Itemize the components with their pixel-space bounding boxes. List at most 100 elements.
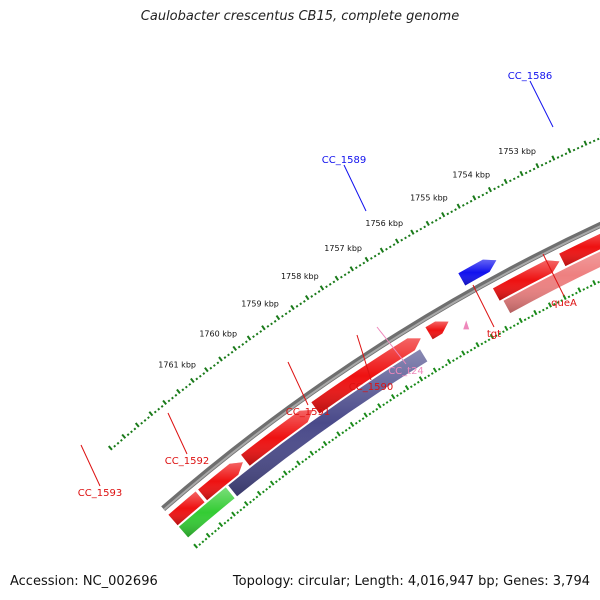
gene-label[interactable]: CC_1592	[165, 456, 209, 467]
outer-tick	[441, 212, 446, 218]
outer-tick	[140, 421, 144, 425]
outer-tick	[153, 410, 157, 414]
inner-tick	[586, 286, 589, 289]
gene-green-band[interactable]	[178, 487, 235, 538]
inner-tick	[399, 392, 403, 395]
inner-tick	[518, 317, 523, 324]
outer-tick	[302, 299, 306, 303]
inner-tick	[541, 308, 545, 312]
trna-cc-t24[interactable]	[463, 320, 470, 330]
outer-tick	[273, 319, 277, 323]
inner-tick	[193, 543, 199, 549]
outer-tick	[167, 399, 171, 403]
gene-cc1593[interactable]	[198, 462, 243, 501]
inner-tick	[354, 421, 358, 425]
inner-tick	[389, 398, 392, 402]
inner-tick	[416, 380, 420, 384]
inner-tick	[331, 438, 335, 442]
outer-tick	[209, 366, 213, 370]
outer-tick	[212, 364, 216, 367]
gene-label[interactable]: queA	[551, 298, 577, 309]
gene-cc1589[interactable]	[458, 259, 497, 286]
inner-tick	[204, 537, 208, 541]
outer-tick	[107, 445, 113, 451]
inner-tick	[547, 302, 552, 308]
inner-tick	[413, 383, 417, 386]
inner-tick	[489, 333, 494, 340]
outer-tick	[160, 405, 164, 408]
gene-cc1590-shade	[425, 321, 449, 340]
outer-tick	[134, 422, 140, 428]
outer-tick	[195, 377, 199, 381]
gene-cc1591[interactable]	[311, 338, 421, 414]
outer-tick	[508, 179, 512, 183]
outer-tick	[461, 204, 465, 207]
inner-tick	[249, 500, 252, 504]
gene-label[interactable]: CC_t24	[388, 366, 424, 377]
outer-tick	[358, 263, 362, 267]
inner-tick	[480, 342, 484, 346]
inner-tick	[469, 348, 473, 352]
gene-features[interactable]	[161, 157, 600, 538]
gene-cc1594[interactable]	[168, 491, 205, 526]
gene-cc1590[interactable]	[425, 321, 449, 340]
outer-tick	[237, 345, 241, 349]
outer-tick	[255, 332, 259, 336]
gene-tgt[interactable]	[492, 260, 560, 301]
kbp-label: 1757 kbp	[324, 244, 362, 253]
outer-tick	[423, 225, 427, 229]
outer-tick	[113, 444, 117, 448]
outer-tick	[290, 304, 295, 311]
gene-label[interactable]: CC_1590	[349, 382, 393, 393]
gene-label[interactable]: CC_1589	[322, 155, 366, 166]
gene-quea[interactable]	[559, 228, 600, 267]
outer-tick	[121, 433, 127, 439]
outer-tick	[430, 221, 434, 224]
outer-tick	[583, 140, 588, 146]
outer-tick	[497, 185, 500, 189]
gene-tgt-pink[interactable]	[503, 238, 600, 314]
inner-tick	[371, 410, 375, 414]
inner-tick	[592, 279, 597, 286]
gene-label[interactable]: CC_1586	[508, 71, 552, 82]
gene-reverse-band[interactable]	[228, 349, 428, 497]
inner-tick	[377, 403, 382, 409]
inner-tick	[304, 457, 308, 461]
label-leader-line	[287, 361, 309, 406]
gene-label[interactable]: CC_1591	[286, 407, 330, 418]
outer-tick	[576, 146, 580, 150]
inner-tick	[214, 529, 217, 533]
outer-tick	[230, 350, 234, 354]
outer-tick	[314, 292, 317, 296]
inner-tick	[252, 498, 256, 502]
inner-tick	[575, 291, 578, 295]
inner-tick	[473, 346, 477, 350]
inner-tick	[349, 421, 355, 427]
outer-tick	[385, 247, 388, 251]
gene-cc1592[interactable]	[241, 409, 313, 466]
inner-tick	[268, 485, 272, 489]
inner-tick	[560, 299, 563, 302]
outer-tick	[190, 377, 195, 384]
outer-tick	[519, 170, 524, 177]
inner-tick	[278, 477, 282, 481]
inner-tick	[498, 332, 502, 336]
outer-tick	[176, 388, 181, 394]
inner-tick	[512, 324, 516, 328]
inner-tick	[314, 450, 318, 454]
outer-tick	[580, 145, 584, 148]
gene-label[interactable]: tgt	[487, 329, 501, 340]
label-leader-line	[80, 444, 101, 487]
outer-tick	[157, 407, 161, 411]
inner-tick	[307, 455, 311, 459]
outer-tick	[450, 210, 454, 214]
outer-tick	[188, 382, 192, 386]
inner-tick	[487, 338, 491, 342]
outer-tick	[261, 325, 266, 331]
inner-tick	[294, 465, 298, 469]
inner-tick	[361, 417, 365, 420]
gene-label[interactable]: CC_1593	[78, 488, 122, 499]
outer-tick	[551, 155, 556, 161]
outer-tick	[304, 295, 310, 301]
